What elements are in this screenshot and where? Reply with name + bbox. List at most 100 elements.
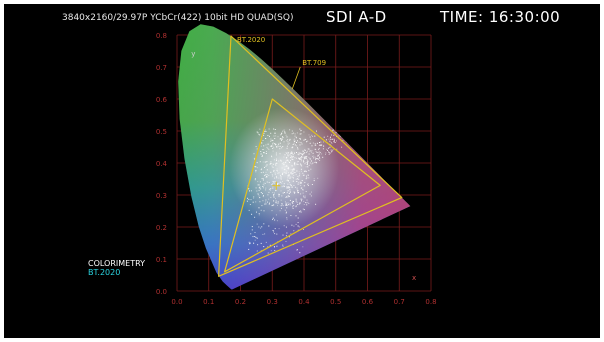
- scatter-point: [278, 172, 280, 174]
- scatter-point: [312, 155, 313, 157]
- scatter-point: [256, 223, 258, 225]
- scatter-point: [255, 171, 257, 173]
- x-axis-ticks: 0.0 0.1 0.2 0.3 0.4 0.5 0.6 0.7 0.8: [171, 298, 436, 306]
- scatter-point: [284, 209, 286, 211]
- scatter-point: [306, 177, 308, 179]
- scatter-point: [279, 210, 281, 212]
- scatter-point: [293, 139, 295, 141]
- scatter-point: [270, 171, 272, 173]
- scatter-point: [261, 168, 263, 170]
- scatter-point: [272, 217, 274, 219]
- scatter-point: [281, 147, 283, 149]
- scatter-point: [301, 160, 303, 162]
- scatter-point: [286, 153, 288, 154]
- scatter-point: [348, 129, 349, 131]
- scatter-point: [277, 183, 278, 185]
- scatter-point: [260, 227, 261, 229]
- scatter-point: [287, 202, 289, 204]
- scatter-point: [289, 182, 291, 183]
- scatter-point: [281, 132, 283, 134]
- scatter-point: [300, 193, 302, 195]
- scatter-point: [250, 199, 252, 201]
- scatter-point: [263, 182, 265, 184]
- scatter-point: [254, 158, 256, 160]
- scatter-point: [332, 149, 334, 151]
- scatter-point: [332, 130, 333, 132]
- scatter-point: [263, 184, 265, 186]
- scatter-point: [303, 157, 305, 159]
- scatter-point: [288, 152, 290, 154]
- scatter-point: [294, 157, 296, 159]
- axis-labels: yx: [191, 50, 416, 282]
- scatter-point: [301, 170, 302, 172]
- scatter-point: [332, 129, 334, 131]
- scatter-point: [287, 190, 289, 192]
- scatter-point: [248, 209, 250, 211]
- scatter-point: [264, 167, 265, 168]
- scatter-point: [289, 140, 291, 141]
- signal-format-label: 3840x2160/29.97P YCbCr(422) 10bit HD QUA…: [62, 13, 294, 23]
- scatter-point: [310, 195, 312, 197]
- scatter-point: [303, 196, 305, 198]
- scatter-point: [256, 237, 258, 239]
- scatter-point: [257, 193, 259, 195]
- scatter-point: [277, 136, 279, 138]
- scatter-point: [262, 171, 264, 173]
- scatter-point: [313, 180, 315, 182]
- y-tick-label: 0.4: [156, 160, 168, 168]
- scatter-point: [295, 178, 297, 180]
- scatter-point: [308, 156, 310, 158]
- scatter-point: [273, 159, 275, 161]
- scatter-point: [264, 233, 266, 235]
- scatter-point: [279, 160, 281, 162]
- scatter-point: [294, 144, 296, 146]
- scatter-point: [308, 169, 310, 171]
- scatter-point: [308, 203, 310, 204]
- scatter-point: [307, 162, 309, 164]
- scatter-point: [259, 181, 261, 183]
- scatter-point: [280, 205, 282, 207]
- scatter-point: [345, 128, 347, 130]
- scatter-point: [296, 188, 298, 190]
- scatter-point: [298, 176, 300, 178]
- scatter-point: [287, 187, 289, 189]
- scatter-point: [297, 153, 299, 155]
- scatter-point: [334, 141, 335, 143]
- scatter-point: [272, 181, 274, 182]
- scatter-point: [307, 183, 309, 185]
- scatter-point: [286, 187, 288, 189]
- scatter-point: [265, 138, 266, 139]
- scatter-point: [302, 150, 304, 152]
- scatter-point: [287, 140, 289, 142]
- scatter-point: [260, 209, 262, 211]
- scatter-point: [298, 154, 300, 156]
- scatter-point: [248, 241, 250, 243]
- scatter-point: [299, 152, 301, 154]
- input-channel-label: SDI A-D: [326, 8, 387, 26]
- scatter-point: [269, 189, 271, 191]
- scatter-point: [265, 187, 267, 189]
- scatter-point: [265, 131, 267, 132]
- scatter-point: [260, 188, 262, 190]
- scatter-point: [298, 171, 300, 173]
- scatter-point: [302, 246, 304, 248]
- scatter-point: [263, 195, 264, 196]
- scatter-point: [339, 135, 341, 137]
- scatter-point: [295, 205, 297, 207]
- scatter-point: [271, 140, 273, 142]
- scatter-point: [300, 130, 302, 132]
- scatter-point: [312, 152, 314, 154]
- scatter-point: [300, 164, 302, 166]
- scatter-point: [283, 171, 285, 173]
- scatter-point: [291, 151, 293, 153]
- scatter-point: [253, 242, 255, 244]
- scatter-point: [273, 246, 275, 247]
- scatter-point: [276, 160, 277, 161]
- scatter-point: [265, 199, 267, 201]
- scatter-point: [298, 203, 300, 205]
- scatter-point: [287, 179, 289, 181]
- scatter-point: [342, 132, 344, 134]
- scatter-point: [275, 170, 277, 171]
- scatter-point: [328, 151, 329, 153]
- scatter-point: [310, 138, 311, 140]
